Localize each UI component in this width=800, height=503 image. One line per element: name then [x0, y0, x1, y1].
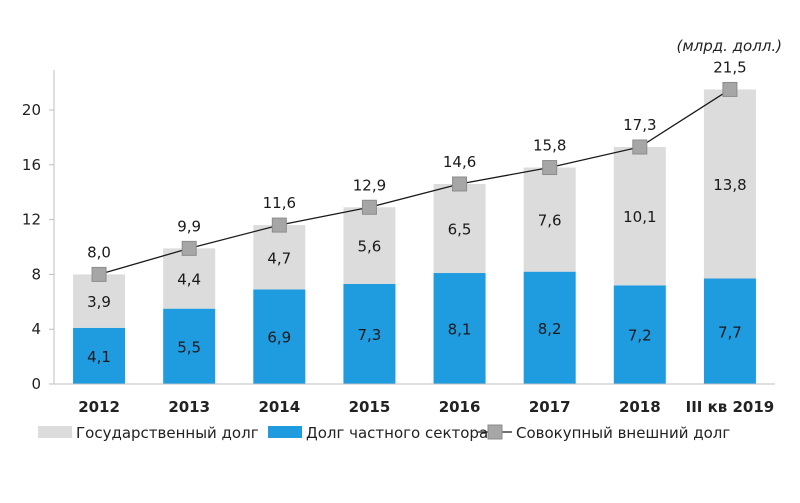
- bar-segment: [523, 167, 576, 272]
- total-data-label: 14,6: [443, 153, 476, 171]
- total-data-label: 11,6: [263, 194, 296, 212]
- y-tick-label: 0: [31, 375, 41, 393]
- total-marker: [632, 139, 648, 155]
- bar-data-label: 7,2: [628, 327, 652, 345]
- y-tick-label: 12: [22, 211, 41, 229]
- bars: [73, 89, 756, 384]
- bar-segment: [73, 274, 126, 328]
- total-line: [98, 88, 731, 276]
- total-marker: [722, 81, 738, 97]
- y-tick-label: 16: [22, 156, 41, 174]
- legend-marker: [487, 424, 503, 440]
- x-axis: 2012 2013 2014 2015 2016 2017 2018 III кв 2019: [54, 383, 775, 416]
- y-axis: 0 4 8 12 16 20: [22, 70, 55, 393]
- total-marker: [452, 176, 468, 192]
- x-tick-label: 2017: [529, 398, 571, 416]
- x-tick-label: 2012: [78, 398, 120, 416]
- legend: Государственный долг Долг частного сектор…: [38, 424, 730, 442]
- bar-segment: [433, 183, 486, 274]
- bar-data-label: 3,9: [87, 293, 111, 311]
- x-tick-label: 2016: [439, 398, 481, 416]
- legend-label: Долг частного сектора: [306, 424, 488, 442]
- bar-data-label: 8,2: [538, 320, 562, 338]
- total-data-label: 9,9: [177, 217, 201, 235]
- y-tick-label: 4: [31, 320, 41, 338]
- bar-data-label: 7,3: [358, 326, 382, 344]
- x-tick-label: 2018: [619, 398, 661, 416]
- bar-data-label: 4,1: [87, 348, 111, 366]
- bar-data-label: 5,5: [177, 338, 201, 356]
- bar-data-label: 10,1: [623, 208, 656, 226]
- x-tick-label: III кв 2019: [686, 398, 775, 416]
- bar-segment: [73, 327, 126, 384]
- y-tick-label: 20: [22, 101, 41, 119]
- bar-data-label: 13,8: [713, 176, 746, 194]
- bar-data-label: 4,7: [267, 249, 291, 267]
- x-tick-label: 2014: [258, 398, 300, 416]
- bar-segment: [433, 273, 486, 384]
- bar-segment: [703, 89, 756, 279]
- bar-segment: [163, 248, 216, 309]
- bar-segment: [253, 289, 306, 384]
- bar-segment: [523, 271, 576, 384]
- legend-label: Государственный долг: [76, 424, 259, 442]
- bar-data-label: 7,6: [538, 212, 562, 230]
- x-tick-label: 2015: [349, 398, 391, 416]
- bar-data-label: 6,9: [267, 329, 291, 347]
- bar-segment: [613, 146, 666, 286]
- total-data-label: 12,9: [353, 176, 386, 194]
- bar-segment: [343, 283, 396, 384]
- bar-data-label: 4,4: [177, 271, 201, 289]
- total-marker: [271, 217, 287, 233]
- total-data-label: 8,0: [87, 243, 111, 261]
- bar-segment: [163, 308, 216, 384]
- x-tick-label: 2013: [168, 398, 210, 416]
- unit-label: (млрд. долл.): [676, 37, 782, 55]
- total-marker: [181, 240, 197, 256]
- data-labels: 4,1 3,9 5,5 4,4 6,9 4,7 7,3 5,6 8,1 6,5 8,2 7,6 7,2 1…: [87, 58, 747, 365]
- y-tick-label: 8: [31, 265, 41, 283]
- total-marker: [361, 199, 377, 215]
- total-line-series: [91, 81, 738, 282]
- bar-data-label: 8,1: [448, 321, 472, 339]
- total-data-label: 21,5: [713, 58, 746, 76]
- legend-label: Совокупный внешний долг: [516, 424, 730, 442]
- total-data-label: 17,3: [623, 116, 656, 134]
- total-data-label: 15,8: [533, 137, 566, 155]
- bar-segment: [703, 278, 756, 384]
- bar-segment: [613, 285, 666, 384]
- bar-data-label: 6,5: [448, 221, 472, 239]
- bar-data-label: 5,6: [358, 238, 382, 256]
- legend-swatch: [268, 426, 302, 438]
- total-marker: [542, 160, 558, 176]
- bar-segment: [253, 225, 306, 290]
- bar-segment: [343, 207, 396, 284]
- bar-data-label: 7,7: [718, 323, 742, 341]
- total-marker: [91, 266, 107, 282]
- legend-swatch: [38, 426, 72, 438]
